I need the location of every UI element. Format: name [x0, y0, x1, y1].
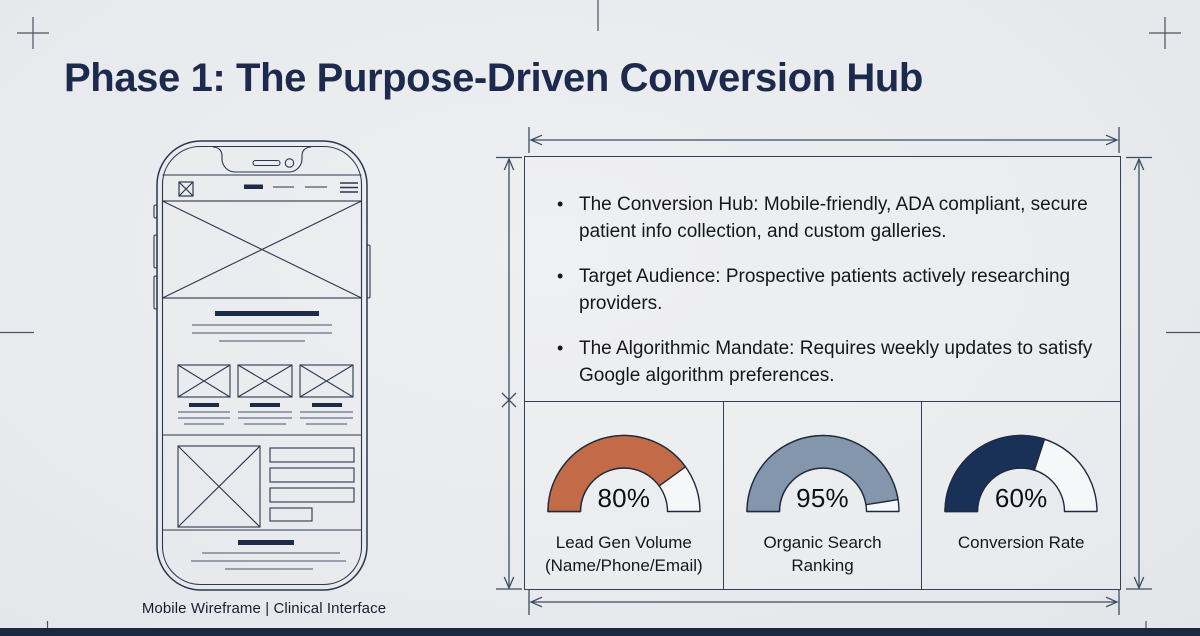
gauge-chart: 60% [941, 426, 1101, 516]
wireframe-caption: Mobile Wireframe | Clinical Interface [141, 600, 387, 617]
info-bullet: • The Conversion Hub: Mobile-friendly, A… [557, 191, 1100, 245]
gauge-value-label: 80% [597, 483, 651, 513]
bullet-marker: • [557, 194, 564, 214]
page-title: Phase 1: The Purpose-Driven Conversion H… [64, 56, 923, 100]
phone-frame [153, 140, 371, 591]
form-field [269, 447, 355, 463]
form-field [269, 487, 355, 503]
gauge-fill [745, 434, 899, 513]
gauge-svg [547, 434, 701, 513]
bottom-accent-bar [0, 628, 1200, 636]
gauge-panel: 80% Lead Gen Volume (Name/Phone/Email) [525, 402, 723, 589]
wireframe-header [162, 174, 362, 202]
image-placeholder [177, 445, 261, 528]
phone-side-button [153, 204, 158, 219]
gauge-caption: Organic Search Ranking [763, 533, 882, 575]
gauge-svg [745, 434, 900, 513]
image-form-section [177, 445, 355, 528]
hamburger-menu-icon [340, 182, 358, 193]
phone-side-button [153, 234, 158, 269]
gauge-chart: 80% [544, 426, 704, 516]
card-row-placeholders [177, 364, 354, 398]
info-bullet: • Target Audience: Prospective patients … [557, 263, 1100, 317]
info-bullet-list: • The Conversion Hub: Mobile-friendly, A… [557, 191, 1100, 389]
phone-side-button [153, 275, 158, 310]
logo-placeholder-icon [178, 181, 194, 197]
gauge-caption: Conversion Rate [957, 533, 1085, 552]
bullet-marker: • [557, 338, 564, 358]
hero-image-placeholder [161, 200, 363, 299]
nav-item-active [244, 184, 263, 189]
gauge-value-label: 95% [796, 483, 849, 513]
gauge-panel: 95% Organic Search Ranking [722, 402, 922, 589]
info-bullet: • The Algorithmic Mandate: Requires week… [557, 335, 1100, 389]
phone-camera [284, 158, 295, 168]
conversion-hub-panel: • The Conversion Hub: Mobile-friendly, A… [524, 156, 1121, 590]
gauge-value-label: 60% [994, 483, 1048, 513]
bullet-marker: • [557, 266, 564, 286]
bullet-text: The Algorithmic Mandate: Requires weekly… [579, 338, 1093, 386]
form-button [269, 507, 313, 522]
card-row-text [178, 403, 353, 425]
gauge-chart: 95% [743, 426, 903, 516]
phone-side-button [366, 244, 371, 299]
headline-text-block [192, 311, 332, 342]
mobile-wireframe-illustration [153, 140, 371, 591]
gauge-svg [944, 434, 1098, 513]
info-panel: • The Conversion Hub: Mobile-friendly, A… [525, 157, 1120, 401]
phone-speaker [252, 159, 281, 167]
bullet-text: The Conversion Hub: Mobile-friendly, ADA… [579, 194, 1088, 242]
footer-text-block [191, 540, 346, 570]
phone-notch [212, 146, 312, 173]
metrics-row: 80% Lead Gen Volume (Name/Phone/Email) 9… [525, 401, 1120, 589]
gauge-caption: Lead Gen Volume (Name/Phone/Email) [544, 533, 703, 575]
gauge-fill [944, 434, 1046, 513]
gauge-fill [547, 434, 687, 513]
form-field [269, 467, 355, 483]
gauge-panel: 60% Conversion Rate [921, 402, 1120, 589]
bullet-text: Target Audience: Prospective patients ac… [579, 266, 1071, 314]
